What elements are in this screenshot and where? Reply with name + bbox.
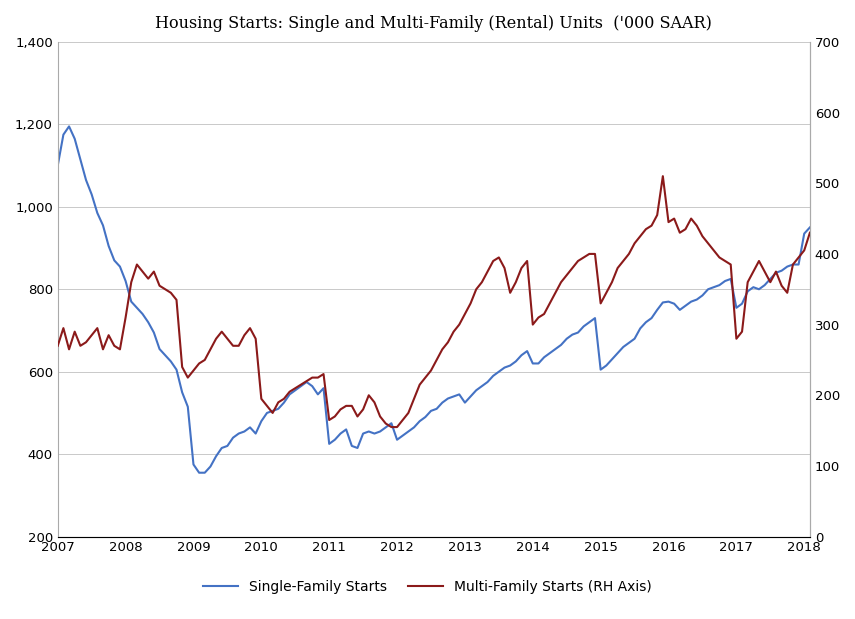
Multi-Family Starts (RH Axis) — [765, 279, 775, 286]
Single-Family Starts — [97, 222, 108, 229]
Multi-Family Starts (RH Axis) — [53, 342, 63, 350]
Title: Housing Starts: Single and Multi-Family (Rental) Units  ('000 SAAR): Housing Starts: Single and Multi-Family … — [156, 15, 712, 32]
Line: Single-Family Starts: Single-Family Starts — [58, 126, 810, 473]
Single-Family Starts — [251, 430, 261, 437]
Single-Family Starts — [228, 434, 239, 441]
Single-Family Starts — [771, 269, 781, 277]
Multi-Family Starts (RH Axis) — [386, 423, 397, 431]
Single-Family Starts — [194, 469, 204, 477]
Single-Family Starts — [805, 223, 815, 231]
Multi-Family Starts (RH Axis) — [92, 324, 103, 332]
Multi-Family Starts (RH Axis) — [216, 328, 227, 335]
Legend: Single-Family Starts, Multi-Family Starts (RH Axis): Single-Family Starts, Multi-Family Start… — [198, 574, 657, 600]
Multi-Family Starts (RH Axis) — [805, 229, 815, 236]
Multi-Family Starts (RH Axis) — [239, 332, 250, 339]
Line: Multi-Family Starts (RH Axis): Multi-Family Starts (RH Axis) — [58, 176, 810, 427]
Single-Family Starts — [765, 275, 775, 283]
Multi-Family Starts (RH Axis) — [771, 268, 781, 275]
Single-Family Starts — [53, 162, 63, 169]
Single-Family Starts — [64, 123, 74, 130]
Single-Family Starts — [352, 444, 363, 452]
Multi-Family Starts (RH Axis) — [657, 173, 668, 180]
Multi-Family Starts (RH Axis) — [341, 402, 351, 410]
